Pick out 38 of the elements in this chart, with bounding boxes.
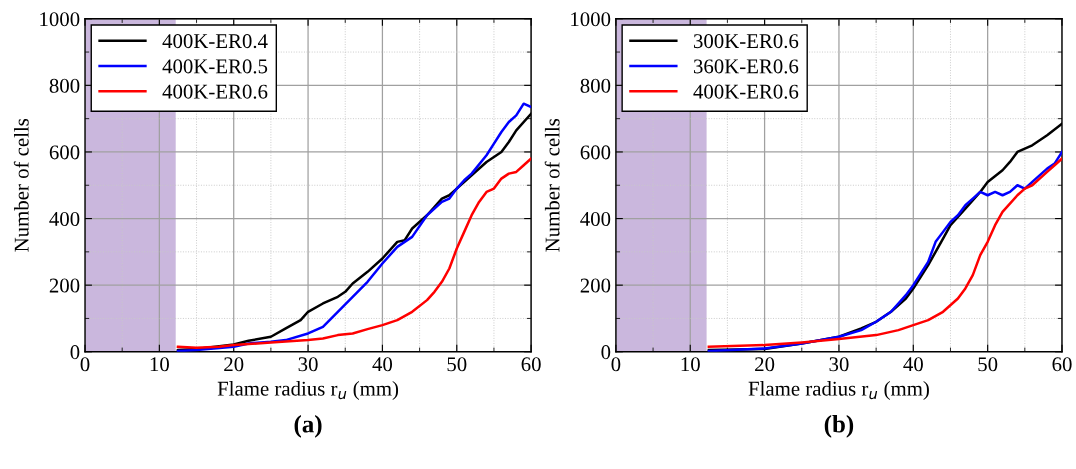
legend-label: 400K-ER0.6 (162, 84, 268, 99)
y-axis-title: Number of cells (13, 118, 29, 252)
y-tick-label: 0 (601, 345, 611, 360)
x-tick-label: 50 (447, 357, 467, 372)
y-tick-label: 200 (580, 278, 611, 293)
y-tick-label: 200 (49, 278, 80, 293)
y-tick-label: 800 (49, 78, 80, 93)
y-tick-label: 400 (580, 211, 611, 226)
x-tick-label: 0 (80, 357, 90, 372)
x-tick-label: 30 (829, 357, 849, 372)
y-tick-label: 600 (580, 145, 611, 160)
y-tick-label: 600 (49, 145, 80, 160)
text: (a) (294, 415, 322, 438)
y-tick-label: 1000 (40, 12, 80, 27)
y-tick-label: 400 (49, 211, 80, 226)
legend-label: 400K-ER0.6 (693, 84, 799, 99)
x-tick-label: 20 (755, 357, 775, 372)
x-tick-label: 60 (521, 357, 541, 372)
x-tick-label: 60 (1052, 357, 1072, 372)
y-tick-label: 1000 (571, 12, 611, 27)
x-tick-label: 10 (150, 357, 169, 372)
x-tick-label: 50 (978, 357, 998, 372)
legend-label: 360K-ER0.6 (693, 59, 799, 74)
legend-label: 400K-ER0.5 (162, 59, 268, 74)
x-tick-label: 10 (681, 357, 700, 372)
x-tick-label: 40 (903, 357, 923, 372)
x-tick-label: 0 (611, 357, 621, 372)
y-tick-label: 800 (580, 78, 611, 93)
x-axis-title: Flame radius r$_{u}$ (mm) (748, 381, 929, 400)
text: (b) (824, 415, 854, 438)
legend-label: 400K-ER0.4 (162, 34, 268, 49)
y-tick-label: 0 (70, 345, 80, 360)
x-axis-title: Flame radius r$_{u}$ (mm) (217, 381, 399, 400)
x-tick-label: 30 (298, 357, 318, 372)
y-axis-title: Number of cells (544, 118, 560, 252)
legend-label: 300K-ER0.6 (693, 34, 799, 49)
x-tick-label: 20 (224, 357, 244, 372)
x-tick-label: 40 (372, 357, 393, 372)
